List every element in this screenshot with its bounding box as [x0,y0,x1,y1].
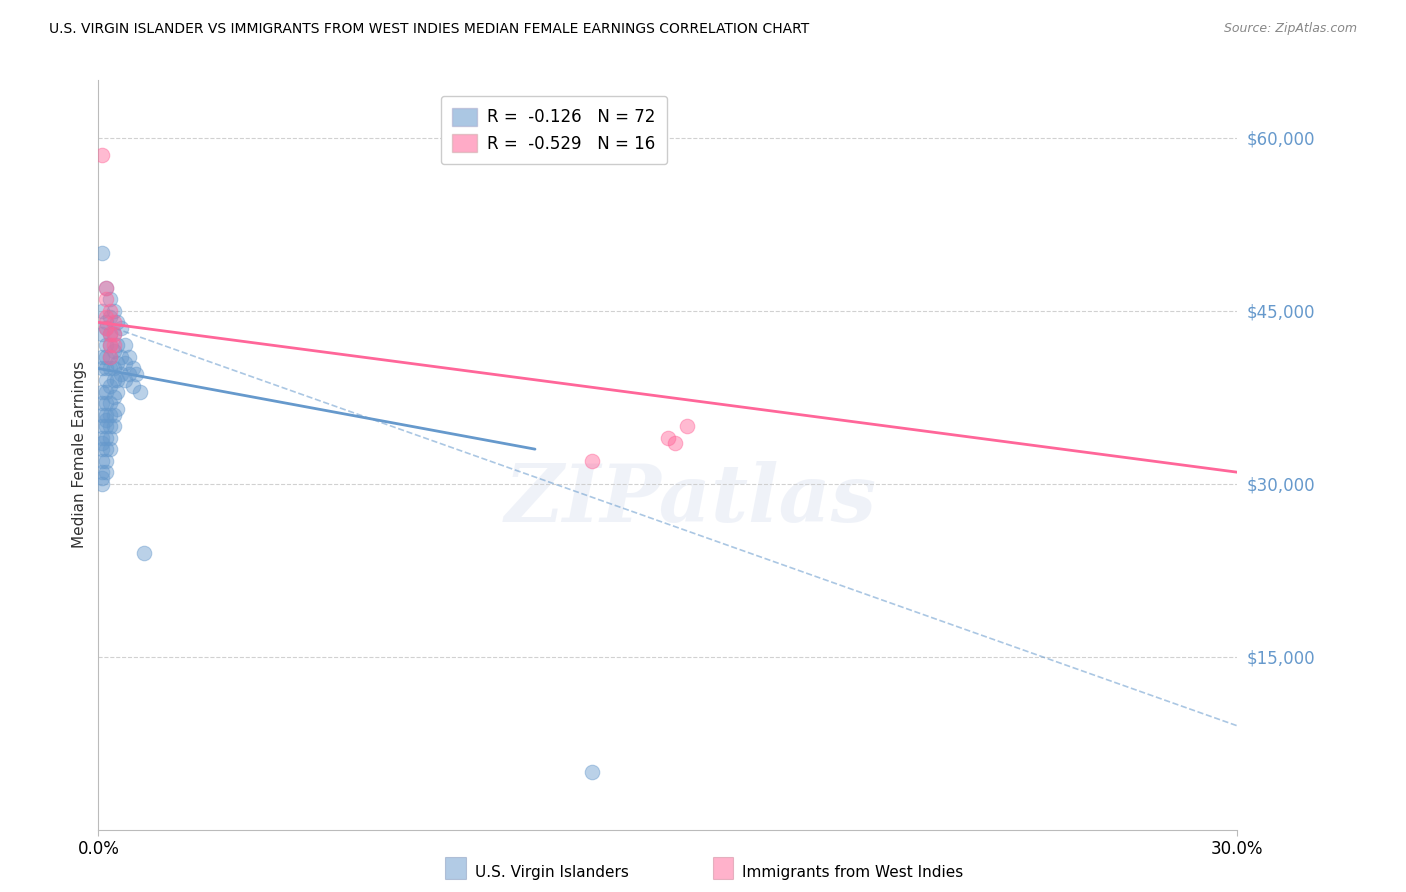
Point [94,361,117,376]
Point [94,419,117,434]
Point [94,373,117,387]
Point [103,373,125,387]
Point [110,321,132,335]
Point [107,356,129,370]
Point [94,315,117,329]
Point [664,436,686,450]
Point [91,453,114,467]
Y-axis label: Median Female Earnings: Median Female Earnings [72,361,87,549]
Point [103,344,125,359]
Point [118,350,141,364]
Bar [446,857,465,879]
Point [98,361,121,376]
Point [98,293,121,307]
Text: Immigrants from West Indies: Immigrants from West Indies [742,865,963,880]
Point [94,396,117,410]
Point [91,436,114,450]
Point [94,310,117,324]
Point [121,361,143,376]
Point [103,315,125,329]
Text: ZIPatlas: ZIPatlas [505,461,877,539]
Point [103,326,125,341]
Point [91,350,114,364]
Point [94,321,117,335]
Text: U.S. Virgin Islanders: U.S. Virgin Islanders [475,865,628,880]
Point [94,321,117,335]
Point [103,338,125,352]
Point [94,408,117,422]
Point [110,368,132,382]
Point [103,408,125,422]
Point [91,303,114,318]
Bar [713,857,733,879]
Point [98,378,121,392]
Point [98,350,121,364]
Point [94,465,117,479]
Point [98,431,121,445]
Point [91,442,114,457]
Point [110,350,132,364]
Point [91,476,114,491]
Point [91,148,114,162]
Point [103,303,125,318]
Point [107,338,129,352]
Point [91,408,114,422]
Point [107,315,129,329]
Point [114,373,136,387]
Point [118,368,141,382]
Point [98,310,121,324]
Point [98,326,121,341]
Point [91,465,114,479]
Point [132,546,155,560]
Point [581,453,603,467]
Point [98,338,121,352]
Point [91,384,114,399]
Point [125,368,148,382]
Point [94,281,117,295]
Point [98,338,121,352]
Point [98,442,121,457]
Legend: R =  -0.126   N = 72, R =  -0.529   N = 16: R = -0.126 N = 72, R = -0.529 N = 16 [440,96,668,164]
Point [98,350,121,364]
Text: Source: ZipAtlas.com: Source: ZipAtlas.com [1223,22,1357,36]
Point [94,293,117,307]
Point [676,419,699,434]
Point [94,338,117,352]
Point [657,431,679,445]
Point [94,350,117,364]
Point [103,361,125,376]
Point [103,390,125,404]
Point [114,356,136,370]
Point [98,303,121,318]
Point [91,419,114,434]
Point [91,326,114,341]
Point [91,396,114,410]
Point [91,246,114,260]
Point [94,431,117,445]
Point [129,384,152,399]
Point [94,384,117,399]
Point [94,413,117,427]
Point [91,471,114,485]
Point [581,764,603,779]
Point [103,326,125,341]
Point [103,419,125,434]
Point [121,378,143,392]
Point [107,373,129,387]
Point [98,396,121,410]
Point [98,408,121,422]
Point [94,281,117,295]
Point [91,431,114,445]
Point [94,453,117,467]
Point [91,361,114,376]
Point [107,401,129,416]
Text: U.S. VIRGIN ISLANDER VS IMMIGRANTS FROM WEST INDIES MEDIAN FEMALE EARNINGS CORRE: U.S. VIRGIN ISLANDER VS IMMIGRANTS FROM … [49,22,810,37]
Point [114,338,136,352]
Point [94,442,117,457]
Point [107,384,129,399]
Point [98,326,121,341]
Point [98,419,121,434]
